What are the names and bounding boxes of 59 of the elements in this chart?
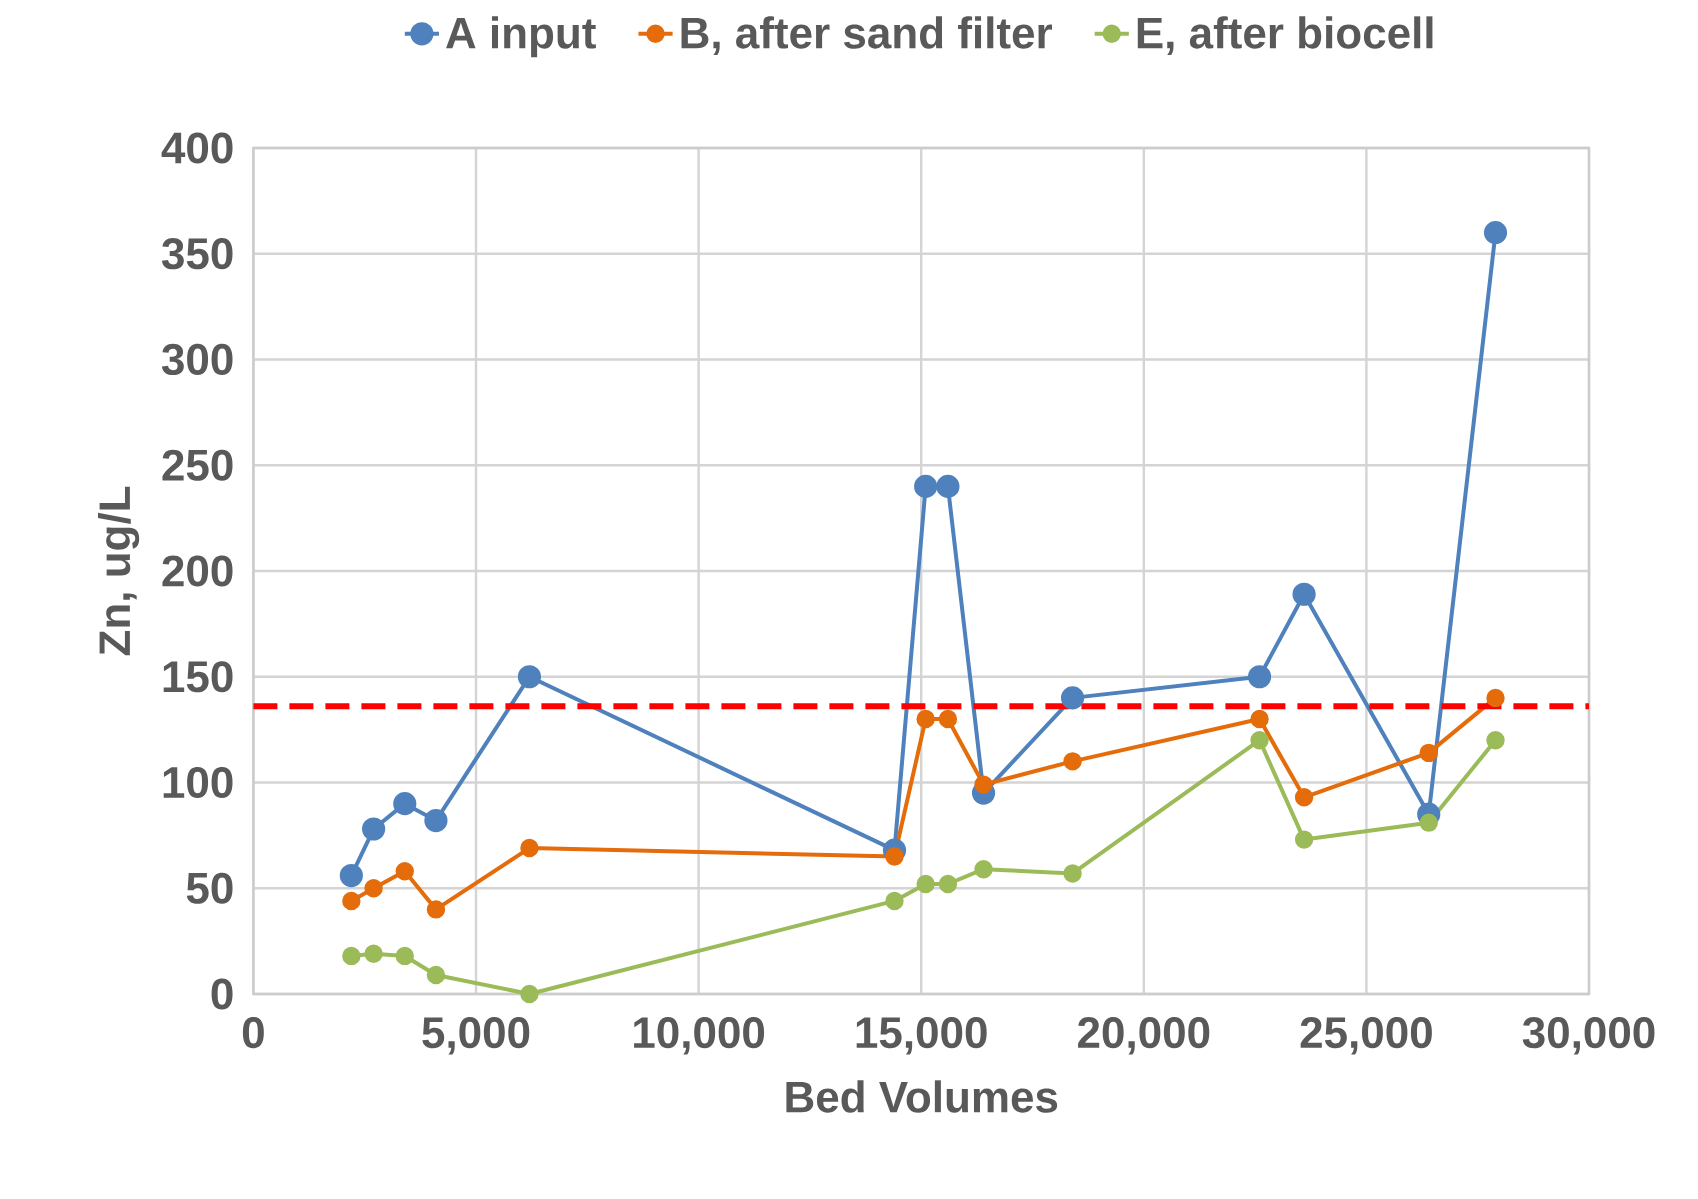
y-tick-label: 200 — [162, 555, 233, 587]
legend-label: E, after biocell — [1137, 16, 1433, 56]
point — [393, 792, 417, 816]
point — [1060, 686, 1085, 710]
y-tick-label: 100 — [163, 766, 233, 799]
point — [1292, 582, 1316, 606]
point — [426, 900, 446, 919]
point — [1294, 788, 1314, 807]
point — [1419, 743, 1438, 763]
point — [520, 838, 539, 858]
point — [1483, 220, 1508, 245]
point — [1250, 730, 1269, 750]
x-tick-label: 10,000 — [634, 1017, 765, 1055]
point — [1250, 709, 1269, 729]
point — [426, 965, 446, 985]
point — [974, 775, 993, 794]
point — [1063, 752, 1082, 771]
y-tick-label: 400 — [161, 132, 233, 164]
point — [339, 863, 363, 888]
point — [974, 860, 993, 879]
point — [395, 862, 414, 881]
point — [362, 817, 386, 841]
x-tick-label: 5,000 — [422, 1017, 530, 1055]
point — [938, 709, 958, 729]
y-tick-label: 50 — [186, 872, 233, 904]
y-tick-label: 350 — [161, 238, 233, 270]
point — [342, 891, 361, 911]
point — [395, 946, 414, 966]
point — [885, 891, 904, 911]
point — [364, 944, 383, 963]
point — [1294, 830, 1314, 849]
point — [517, 665, 542, 689]
point — [520, 984, 539, 1004]
point — [1486, 688, 1505, 708]
y-axis-title: Zn, ug/L — [97, 486, 140, 656]
x-tick-label: 20,000 — [1078, 1017, 1210, 1055]
point — [342, 946, 361, 966]
legend-label: B, after sand filter — [681, 16, 1052, 56]
point — [914, 474, 938, 498]
point — [1063, 864, 1082, 883]
point — [938, 874, 958, 894]
x-tick-label: 30,000 — [1522, 1017, 1655, 1055]
y-tick-label: 150 — [163, 661, 233, 693]
y-tick-label: 300 — [161, 343, 233, 376]
legend-label: A input — [446, 16, 596, 58]
y-tick-label: 250 — [162, 449, 233, 481]
point — [916, 709, 935, 729]
x-tick-label: 0 — [242, 1017, 264, 1049]
point — [364, 879, 383, 898]
point — [916, 874, 935, 894]
point — [1486, 730, 1505, 750]
point — [1247, 665, 1272, 689]
x-axis-title: Bed Volumes — [786, 1080, 1058, 1113]
x-tick-label: 25,000 — [1300, 1017, 1432, 1055]
point — [936, 474, 960, 498]
x-tick-label: 15,000 — [856, 1017, 987, 1055]
y-tick-label: 0 — [211, 978, 233, 1010]
point — [424, 808, 448, 833]
point — [1419, 813, 1438, 832]
